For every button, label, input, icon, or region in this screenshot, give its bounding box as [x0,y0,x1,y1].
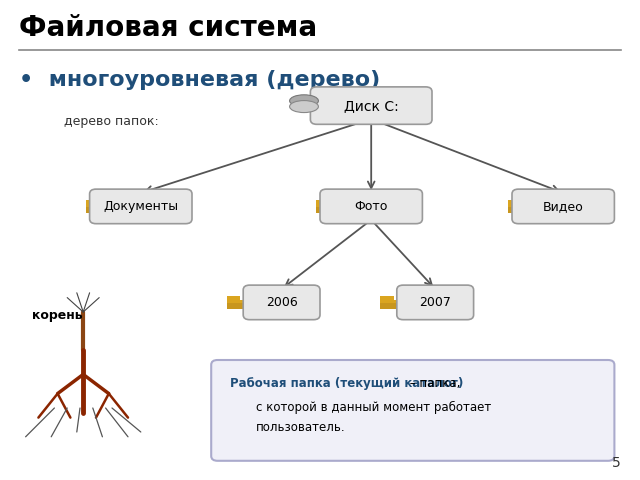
FancyBboxPatch shape [316,207,343,214]
Ellipse shape [290,95,319,107]
Text: Файловая система: Файловая система [19,14,317,42]
Text: Документы: Документы [103,200,179,213]
FancyBboxPatch shape [508,200,522,205]
Text: 2007: 2007 [419,296,451,309]
Text: – папка,: – папка, [406,377,461,390]
Text: Фото: Фото [355,200,388,213]
FancyBboxPatch shape [508,207,535,214]
FancyBboxPatch shape [90,189,192,224]
FancyBboxPatch shape [380,296,394,301]
Text: 2006: 2006 [266,296,298,309]
FancyBboxPatch shape [86,204,113,214]
FancyBboxPatch shape [211,360,614,461]
Text: пользователь.: пользователь. [256,421,346,434]
FancyBboxPatch shape [316,204,343,214]
Text: корень: корень [32,309,83,322]
FancyBboxPatch shape [227,300,253,310]
Text: •  многоуровневая (дерево): • многоуровневая (дерево) [19,70,380,90]
FancyBboxPatch shape [86,207,113,214]
FancyBboxPatch shape [380,300,407,310]
Text: Рабочая папка (текущий каталог): Рабочая папка (текущий каталог) [230,377,464,390]
FancyBboxPatch shape [316,200,330,205]
Text: с которой в данный момент работает: с которой в данный момент работает [256,401,492,414]
Text: Диск С:: Диск С: [344,98,399,113]
FancyBboxPatch shape [86,200,99,205]
Ellipse shape [290,101,319,113]
FancyBboxPatch shape [512,189,614,224]
Text: Видео: Видео [543,200,584,213]
FancyBboxPatch shape [227,303,253,310]
FancyBboxPatch shape [310,87,432,124]
FancyBboxPatch shape [380,303,407,310]
FancyBboxPatch shape [227,296,240,301]
FancyBboxPatch shape [320,189,422,224]
Text: дерево папок:: дерево папок: [64,115,159,128]
FancyBboxPatch shape [397,285,474,320]
FancyBboxPatch shape [243,285,320,320]
FancyBboxPatch shape [508,204,535,214]
Text: 5: 5 [612,456,621,470]
